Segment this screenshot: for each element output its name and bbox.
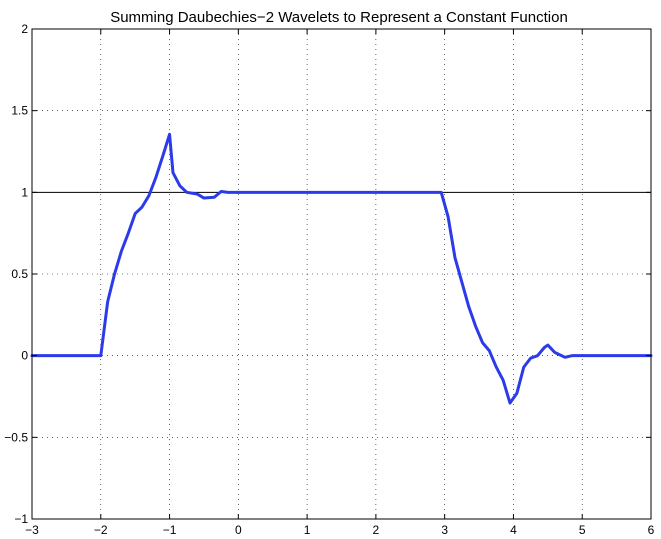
y-tick-label: 1.5: [11, 104, 28, 118]
x-tick-label: 0: [235, 523, 242, 537]
axis-ticks: [31, 28, 652, 520]
plot-frame: [31, 28, 652, 520]
grid-lines: [32, 29, 651, 519]
y-tick-label: 2: [21, 22, 28, 36]
x-tick-label: −3: [25, 523, 39, 537]
series-line: [30, 132, 653, 405]
series-group: [30, 132, 653, 405]
x-tick-label: 5: [579, 523, 586, 537]
x-tick-label: 3: [441, 523, 448, 537]
x-tick-label: −1: [163, 523, 177, 537]
x-tick-label: 4: [510, 523, 517, 537]
x-tick-label: 2: [373, 523, 380, 537]
y-tick-label: −0.5: [4, 430, 28, 444]
y-tick-label: −1: [14, 512, 28, 526]
y-tick-label: 1: [21, 185, 28, 199]
x-tick-label: 6: [648, 523, 655, 537]
x-tick-label: −2: [94, 523, 108, 537]
chart-title: Summing Daubechies−2 Wavelets to Represe…: [110, 9, 568, 26]
y-tick-label: 0: [21, 349, 28, 363]
y-tick-label: 0.5: [11, 267, 28, 281]
y-tick-labels: −1 −0.5 0 0.5 1 1.5 2: [4, 22, 28, 526]
x-tick-label: 1: [304, 523, 311, 537]
x-tick-labels: −3 −2 −1 0 1 2 3 4 5 6: [25, 523, 655, 537]
